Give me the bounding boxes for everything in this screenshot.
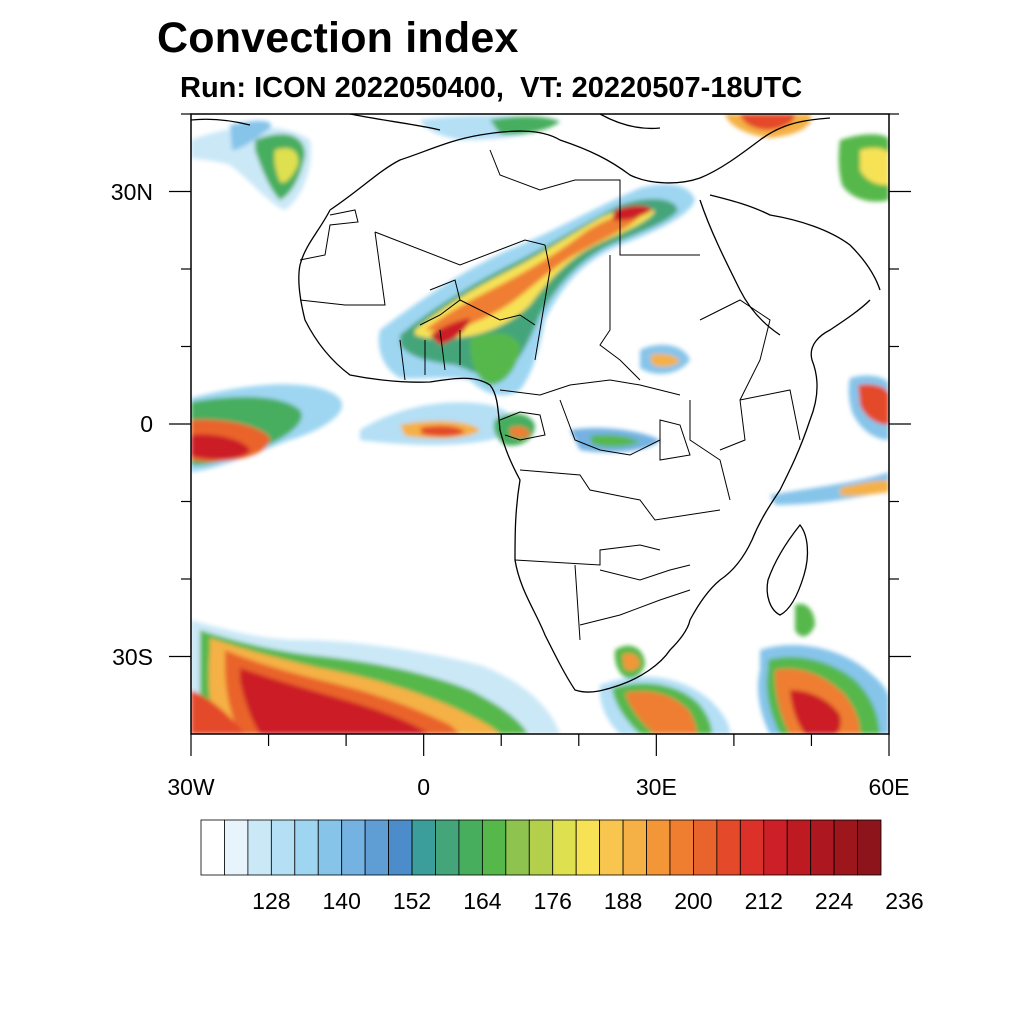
chart-subtitle: Run: ICON 2022050400, VT: 20220507-18UTC — [180, 72, 803, 104]
axis-ticks — [169, 113, 911, 756]
colorbar-swatch — [435, 819, 460, 876]
chart-title: Convection index — [157, 14, 519, 62]
x-tick-label: 30E — [635, 774, 677, 800]
y-tick-label: 30S — [112, 643, 153, 670]
colorbar-swatch — [599, 819, 624, 876]
convection-field — [191, 114, 889, 734]
x-tick-label: 60E — [868, 774, 910, 800]
colorbar-swatch — [763, 819, 788, 876]
colorbar-swatch — [505, 819, 530, 876]
colorbar-swatch — [622, 819, 647, 876]
colorbar-label: 140 — [322, 888, 361, 914]
coastlines — [191, 114, 881, 693]
colorbar-swatch — [786, 819, 812, 876]
colorbar-label: 176 — [533, 888, 572, 914]
colorbar-swatch — [294, 819, 319, 876]
colorbar-swatch — [341, 819, 366, 876]
colorbar-swatch — [857, 819, 882, 876]
colorbar-swatch — [810, 819, 835, 876]
colorbar-swatch — [364, 819, 389, 876]
colorbar-swatch — [716, 819, 741, 876]
colorbar-swatch — [411, 819, 436, 876]
colorbar-label: 152 — [392, 888, 432, 914]
colorbar-label: 164 — [463, 888, 502, 914]
x-tick-label: 0 — [417, 774, 431, 800]
colorbar-swatch — [458, 819, 483, 876]
colorbar-swatch — [669, 819, 694, 876]
colorbar-label: 236 — [885, 888, 924, 914]
colorbar-label: 188 — [603, 888, 643, 914]
colorbar-swatch — [388, 819, 413, 876]
country-borders — [299, 149, 801, 641]
colorbar-swatch — [575, 819, 601, 876]
y-tick-label: 0 — [140, 411, 153, 437]
colorbar-swatch — [481, 819, 507, 876]
colorbar-swatch — [646, 819, 671, 876]
colorbar-swatch — [739, 819, 765, 876]
colorbar-label: 128 — [252, 888, 291, 914]
colorbar-swatch — [693, 819, 718, 876]
colorbar-label: 200 — [674, 888, 713, 914]
colorbar-swatch — [317, 819, 343, 876]
colorbar-swatch — [833, 819, 858, 876]
colorbar-swatch — [247, 819, 272, 876]
colorbar-swatch — [200, 819, 225, 876]
y-tick-label: 30N — [110, 178, 153, 205]
colorbar-label: 224 — [814, 888, 854, 914]
colorbar-label: 212 — [744, 888, 783, 914]
colorbar-swatch — [224, 819, 249, 876]
x-tick-label: 30W — [167, 774, 215, 800]
colorbar-swatch — [270, 819, 296, 876]
colorbar-swatch — [552, 819, 577, 876]
colorbar-swatch — [528, 819, 554, 876]
